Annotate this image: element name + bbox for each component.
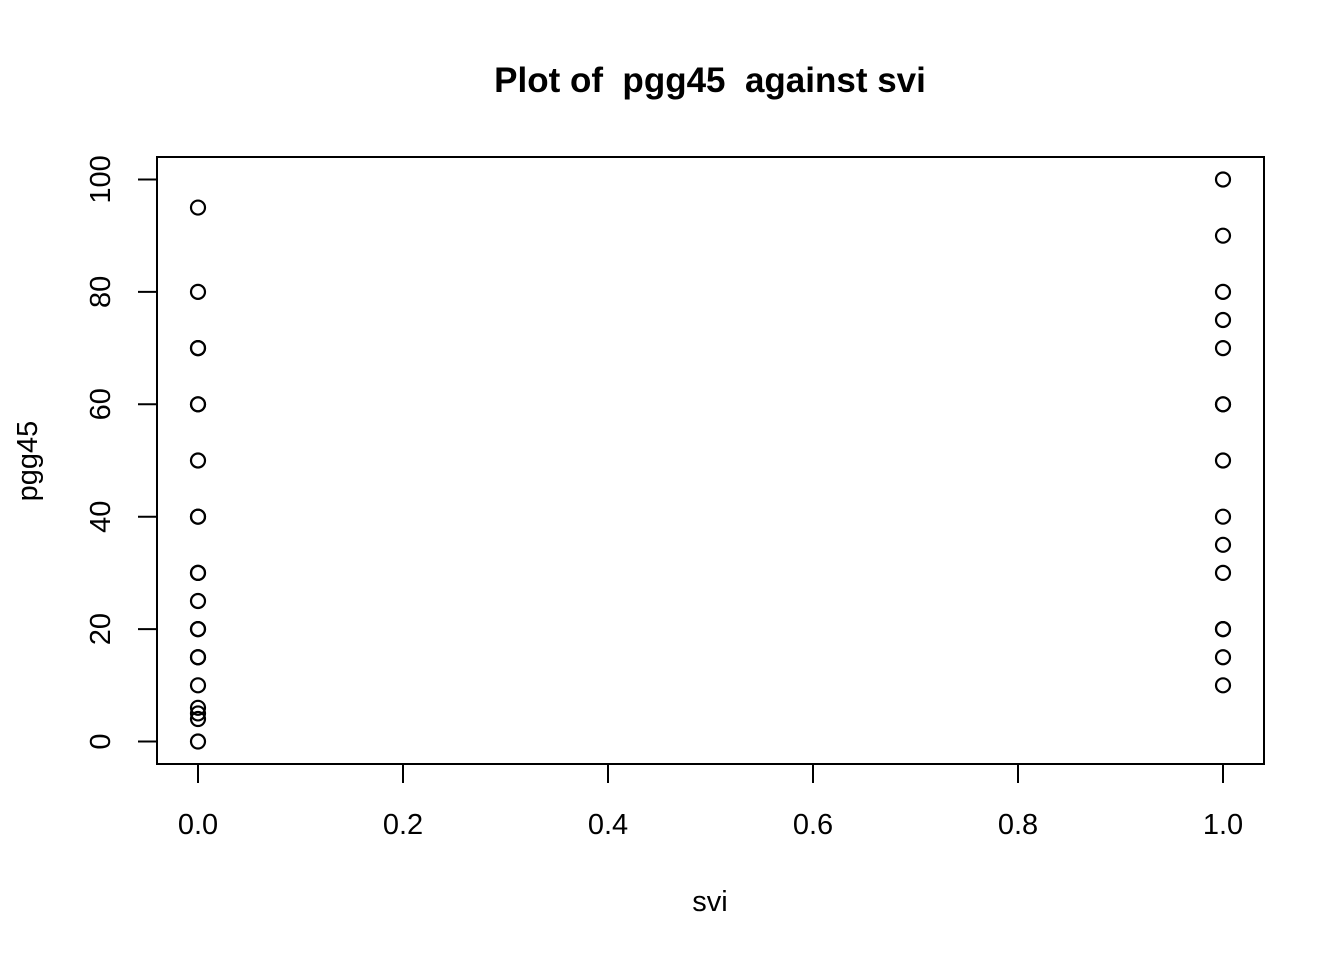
data-point: [189, 677, 207, 694]
x-tick-label: 1.0: [1203, 809, 1243, 841]
data-point: [1214, 508, 1232, 525]
data-point: [189, 508, 207, 525]
x-tick-label: 0.6: [793, 809, 833, 841]
data-point: [189, 339, 207, 357]
data-point: [1214, 564, 1232, 582]
data-point: [189, 733, 207, 750]
chart-title: Plot of pgg45 against svi: [494, 61, 926, 100]
data-point: [189, 705, 207, 722]
y-axis-label: pgg45: [12, 421, 44, 502]
data-point: [1214, 339, 1232, 357]
x-tick-label: 0.4: [588, 809, 628, 841]
data-point: [189, 396, 207, 413]
data-point: [1214, 396, 1232, 413]
data-point: [1214, 536, 1232, 553]
y-tick-label: 80: [85, 276, 117, 308]
data-points: [189, 171, 1232, 750]
data-point: [189, 649, 207, 666]
x-tick-label: 0.8: [998, 809, 1038, 841]
data-point: [1214, 452, 1232, 469]
x-tick-label: 0.2: [383, 809, 423, 841]
data-point: [1214, 311, 1232, 329]
x-axis-label: svi: [692, 886, 727, 918]
data-point: [189, 199, 207, 216]
data-point: [1214, 677, 1232, 694]
data-point: [189, 564, 207, 582]
y-tick-label: 40: [85, 501, 117, 533]
data-point: [189, 699, 207, 716]
y-tick-label: 60: [85, 388, 117, 420]
data-point: [189, 592, 207, 610]
y-tick-label: 100: [85, 155, 117, 203]
data-point: [1214, 649, 1232, 666]
y-axis: 0 20 40 60 80 100: [85, 155, 158, 750]
x-axis: 0.0 0.2 0.4 0.6 0.8 1.0: [178, 763, 1243, 841]
data-point: [1214, 621, 1232, 638]
data-point: [189, 452, 207, 469]
data-point: [189, 283, 207, 300]
y-tick-label: 20: [85, 613, 117, 645]
data-point: [1214, 283, 1232, 300]
x-tick-label: 0.0: [178, 809, 218, 841]
data-point: [1214, 227, 1232, 244]
data-point: [189, 710, 207, 728]
data-point: [189, 621, 207, 638]
data-point: [1214, 171, 1232, 188]
y-tick-label: 0: [85, 733, 117, 749]
